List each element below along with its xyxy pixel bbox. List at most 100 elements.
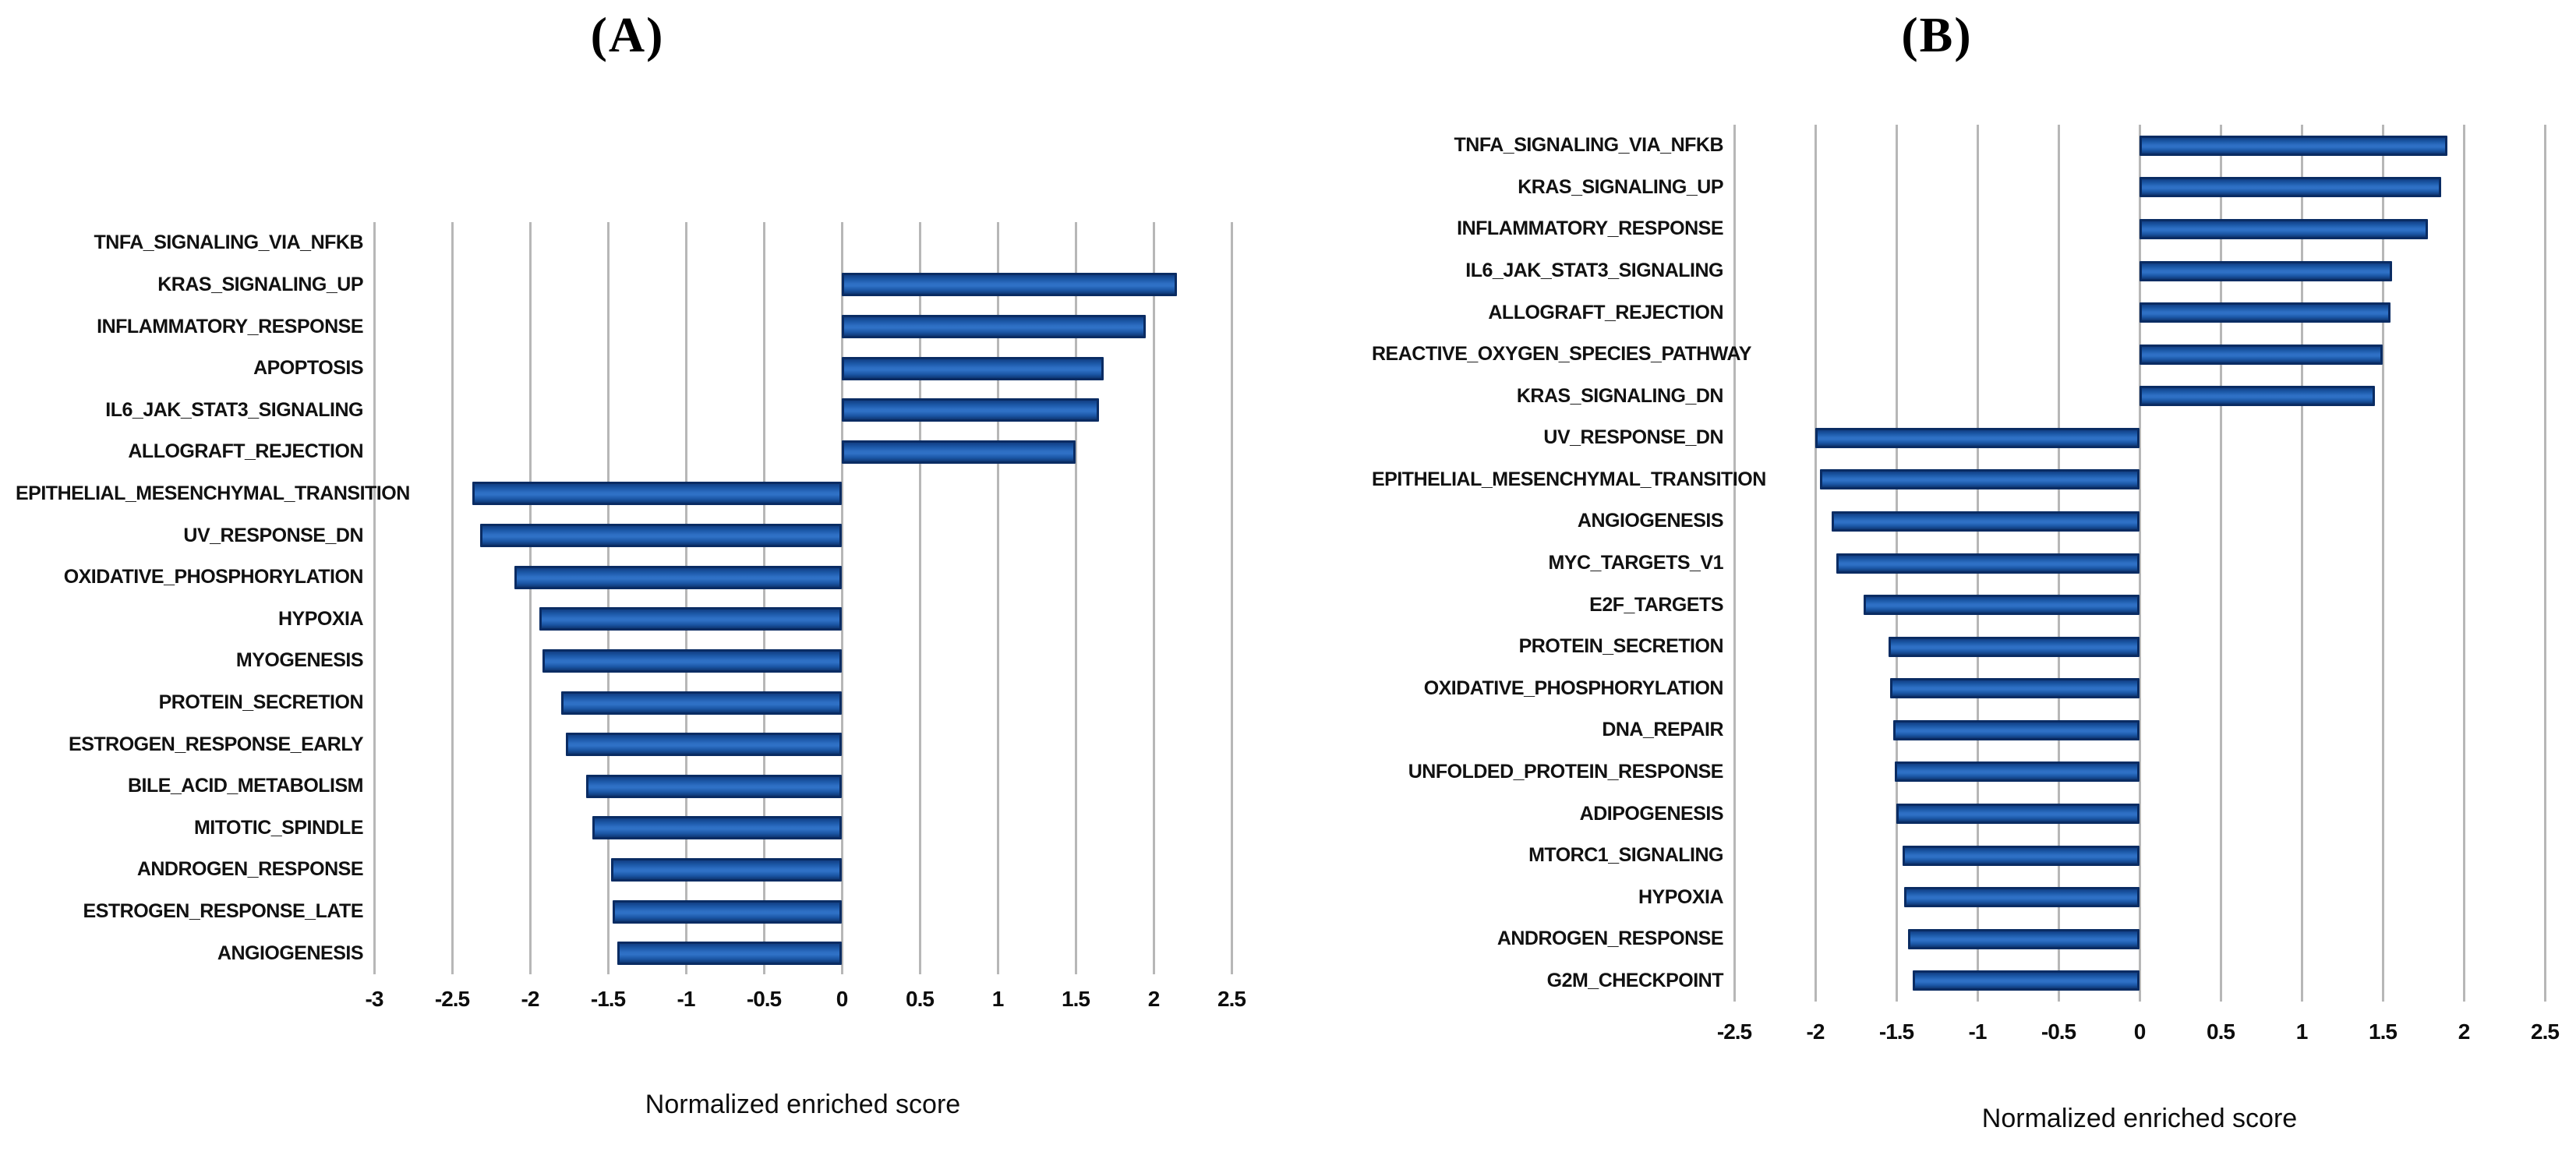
x-tick-label: -2	[1806, 1019, 1825, 1044]
bar-track	[374, 891, 1231, 933]
category-label: MITOTIC_SPINDLE	[193, 816, 364, 839]
gridline-0.5	[2219, 125, 2222, 1002]
bar-track	[374, 389, 1231, 431]
category-label: IL6_JAK_STAT3_SIGNALING	[1465, 260, 1723, 282]
bar-row: TNFA_SIGNALING_VIA_NFKB	[1372, 125, 2545, 167]
bar-track	[1734, 584, 2545, 626]
category-label: ESTROGEN_RESPONSE_EARLY	[69, 733, 363, 755]
bar-hypoxia	[539, 607, 842, 631]
bar-track	[1734, 292, 2545, 334]
bar-track	[1734, 500, 2545, 542]
bar-reactive_oxygen_species_pathway	[2140, 344, 2383, 365]
bar-row: OXIDATIVE_PHOSPHORYLATION	[16, 557, 1231, 599]
x-tick-label: -3	[365, 987, 384, 1011]
category-label: TNFA_SIGNALING_VIA_NFKB	[94, 231, 364, 254]
bar-track	[1734, 751, 2545, 793]
category-label: KRAS_SIGNALING_DN	[1516, 384, 1724, 407]
bar-track	[1734, 167, 2545, 209]
bar-row: BILE_ACID_METABOLISM	[16, 765, 1231, 807]
x-tick-label: -1	[1968, 1019, 1988, 1044]
bar-row: ALLOGRAFT_REJECTION	[16, 431, 1231, 473]
x-tick-label: 1	[991, 987, 1005, 1011]
panel-a-title: (A)	[590, 7, 665, 62]
x-tick-label: 0.5	[2207, 1019, 2235, 1044]
category-label: UV_RESPONSE_DN	[183, 524, 363, 546]
bar-track	[374, 765, 1231, 807]
panel-a-x-axis-ticks: -3 -2.5 -2 -1.5 -1 -0.5 0 0.5 1 1.5 2 2.5	[366, 987, 1246, 1018]
bar-row: KRAS_SIGNALING_UP	[16, 264, 1231, 306]
bar-apoptosis	[842, 356, 1104, 380]
bar-epithelial_mesenchymal_transition	[1820, 469, 2140, 490]
bar-inflammatory_response	[842, 315, 1146, 339]
bar-row: HYPOXIA	[16, 598, 1231, 640]
bar-row: APOPTOSIS	[16, 348, 1231, 390]
category-label: TNFA_SIGNALING_VIA_NFKB	[1454, 134, 1724, 157]
bar-track	[374, 807, 1231, 850]
category-label: UV_RESPONSE_DN	[1543, 426, 1723, 449]
bar-track	[374, 557, 1231, 599]
bar-androgen_response	[1907, 928, 2140, 949]
bar-track	[374, 431, 1231, 473]
category-label: ANGIOGENESIS	[217, 942, 364, 964]
gridline-2	[1152, 222, 1155, 974]
category-label: ESTROGEN_RESPONSE_LATE	[83, 900, 364, 923]
gridline--3	[373, 222, 376, 974]
bar-row: UNFOLDED_PROTEIN_RESPONSE	[1372, 751, 2545, 793]
gridline--2	[1814, 125, 1817, 1002]
panel-b-title: (B)	[1901, 7, 1973, 62]
bar-row: ESTROGEN_RESPONSE_LATE	[16, 891, 1231, 933]
x-tick-label: 2.5	[1217, 987, 1246, 1011]
bar-track	[374, 723, 1231, 765]
gridline-2.5	[1230, 222, 1233, 974]
bar-estrogen_response_early	[566, 733, 842, 757]
bar-protein_secretion	[1888, 636, 2140, 657]
category-label: INFLAMMATORY_RESPONSE	[1457, 217, 1723, 240]
category-label: ALLOGRAFT_REJECTION	[128, 440, 363, 463]
bar-row: TNFA_SIGNALING_VIA_NFKB	[16, 222, 1231, 264]
x-tick-label: -1	[677, 987, 696, 1011]
bar-myc_targets_v1	[1836, 553, 2140, 574]
bar-row: MTORC1_SIGNALING	[1372, 835, 2545, 877]
bar-row: UV_RESPONSE_DN	[16, 514, 1231, 557]
x-tick-label: 0.5	[906, 987, 935, 1011]
category-label: MTORC1_SIGNALING	[1528, 844, 1723, 867]
bar-row: E2F_TARGETS	[1372, 584, 2545, 626]
bar-row: INFLAMMATORY_RESPONSE	[1372, 208, 2545, 250]
bar-myogenesis	[542, 648, 842, 673]
panel-b-bar-rows: TNFA_SIGNALING_VIA_NFKB KRAS_SIGNALING_UP…	[1372, 125, 2545, 1002]
bar-allograft_rejection	[842, 440, 1076, 464]
gridline-2	[2462, 125, 2465, 1002]
bar-row: INFLAMMATORY_RESPONSE	[16, 306, 1231, 348]
bar-kras_signaling_up	[842, 273, 1177, 297]
x-tick-label: -2.5	[1716, 1019, 1752, 1044]
bar-track	[374, 682, 1231, 724]
category-label: MYOGENESIS	[235, 649, 364, 672]
bar-tnfa_signaling_via_nfkb	[2140, 135, 2448, 156]
bar-row: PROTEIN_SECRETION	[1372, 626, 2545, 668]
x-tick-label: -1.5	[1878, 1019, 1914, 1044]
x-tick-label: -0.5	[746, 987, 782, 1011]
gridline-1.5	[1074, 222, 1077, 974]
category-label: BILE_ACID_METABOLISM	[127, 775, 364, 797]
gridline--0.5	[762, 222, 765, 974]
category-label: E2F_TARGETS	[1589, 593, 1723, 616]
bar-track	[1734, 542, 2545, 585]
panel-a-x-axis-title: Normalized enriched score	[645, 1090, 961, 1119]
category-label: PROTEIN_SECRETION	[158, 691, 364, 713]
x-tick-label: 2	[1147, 987, 1161, 1011]
x-tick-label: 1	[2295, 1019, 2309, 1044]
gridline--1	[684, 222, 687, 974]
gridline-1.5	[2381, 125, 2384, 1002]
bar-g2m_checkpoint	[1912, 970, 2140, 991]
category-label: EPITHELIAL_MESENCHYMAL_TRANSITION	[16, 482, 410, 504]
x-tick-label: 1.5	[1062, 987, 1090, 1011]
bar-track	[1734, 835, 2545, 877]
gridline--2.5	[1733, 125, 1736, 1002]
category-label: ANDROGEN_RESPONSE	[136, 858, 364, 881]
bar-bile_acid_metabolism	[586, 774, 842, 798]
bar-row: ADIPOGENESIS	[1372, 793, 2545, 835]
category-label: REACTIVE_OXYGEN_SPECIES_PATHWAY	[1372, 343, 1751, 366]
bar-androgen_response	[611, 857, 842, 882]
gridline-0	[840, 222, 843, 974]
bar-row: KRAS_SIGNALING_UP	[1372, 167, 2545, 209]
